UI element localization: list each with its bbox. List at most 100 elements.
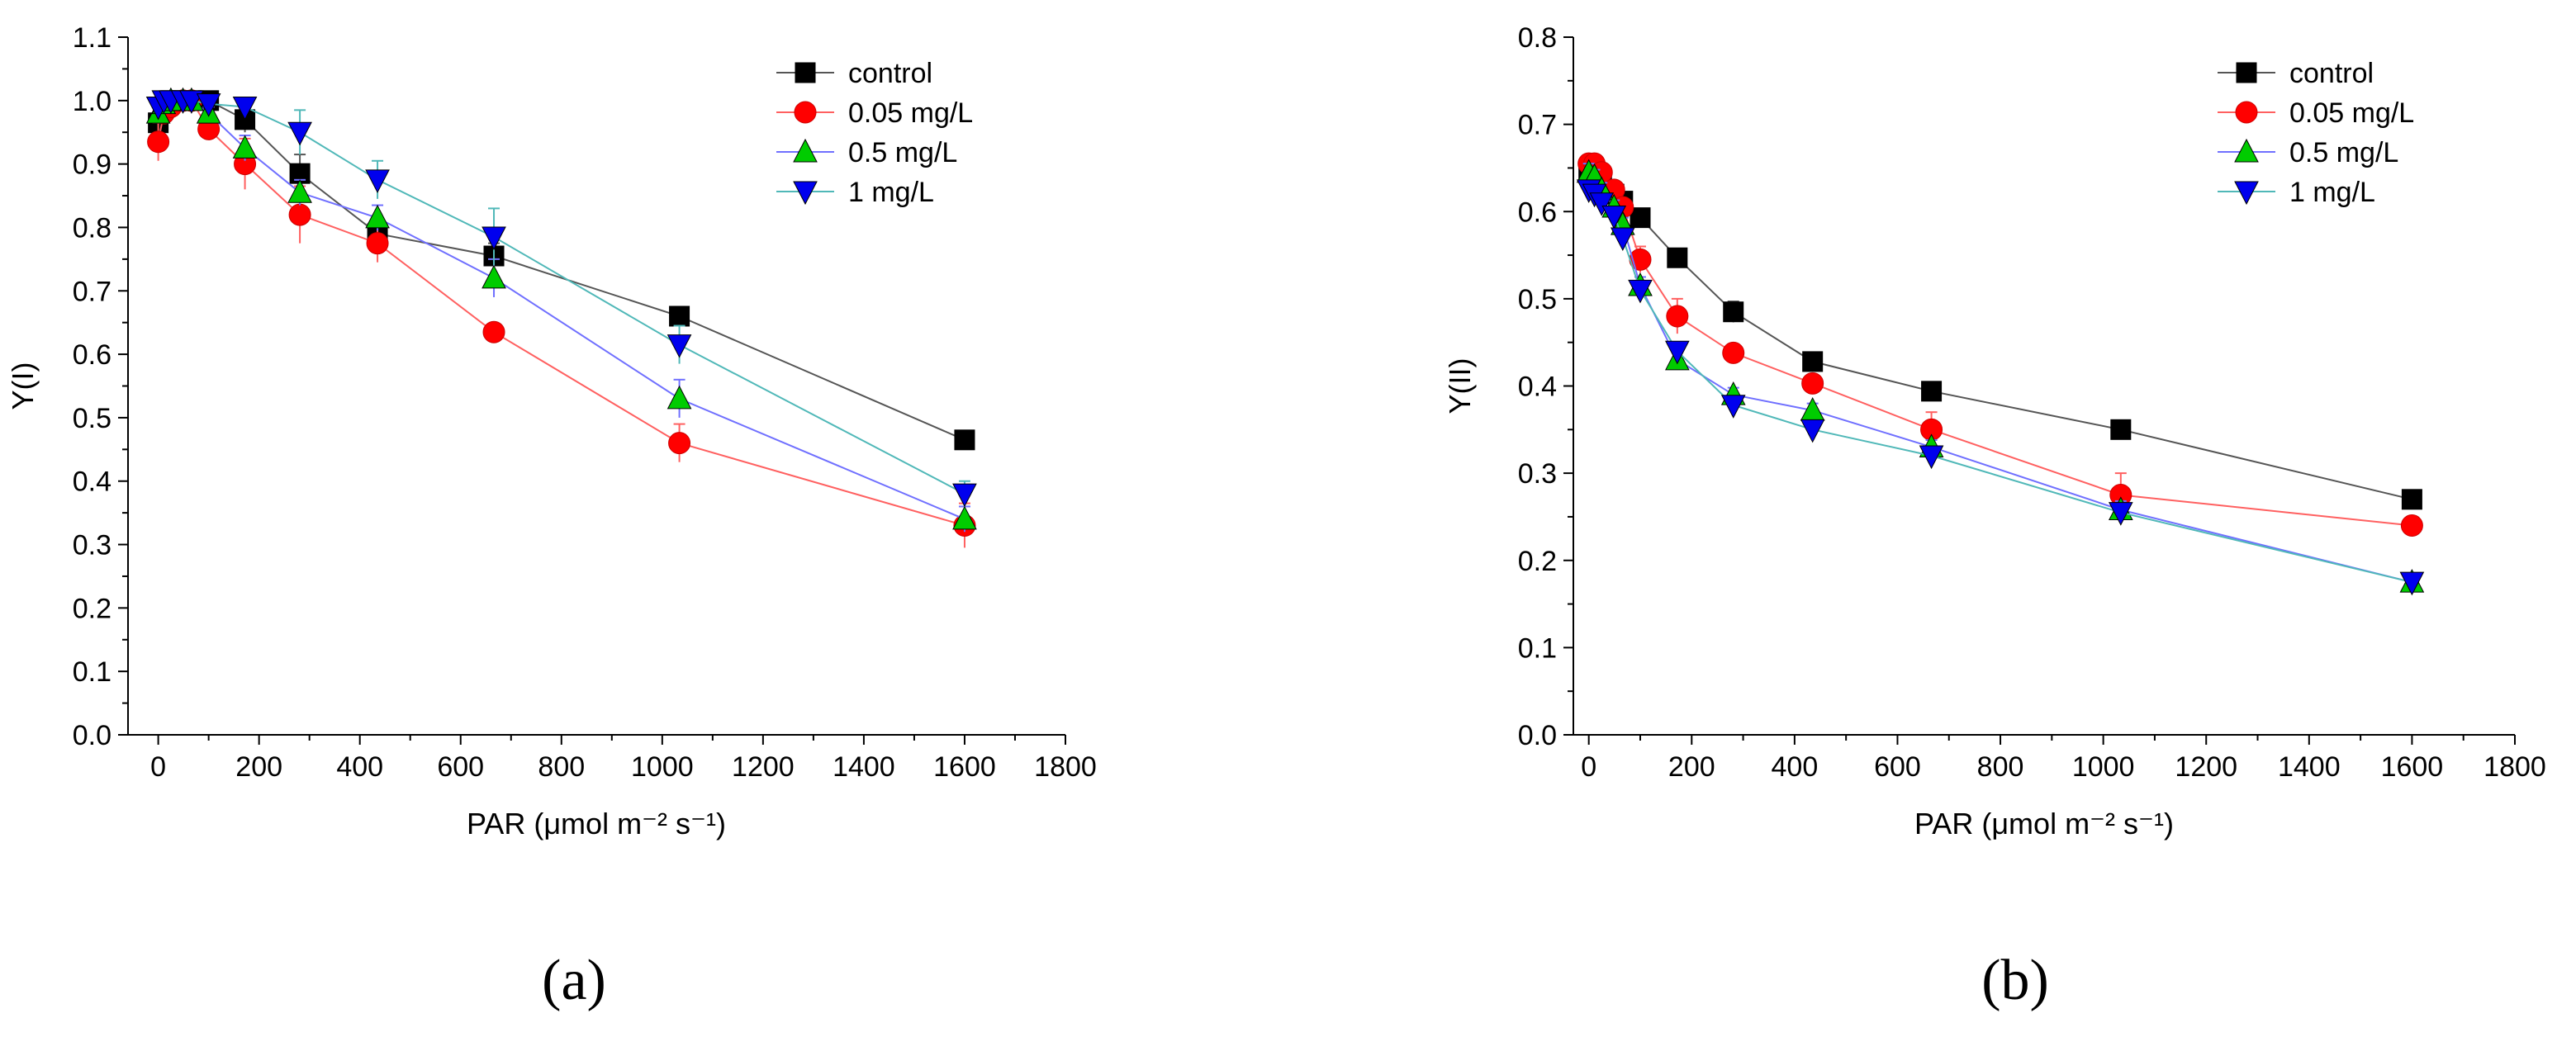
- x-tick-label: 800: [538, 751, 585, 783]
- y-tick-label: 0.2: [73, 593, 111, 624]
- data-point: [365, 169, 390, 193]
- data-point: [1610, 227, 1635, 252]
- x-tick-label: 1000: [631, 751, 694, 783]
- y-tick-label: 0.6: [1518, 197, 1557, 228]
- x-tick-label: 600: [437, 751, 484, 783]
- y-tick-label: 1.1: [73, 22, 111, 54]
- x-tick-label: 1600: [933, 751, 996, 783]
- series-line: [157, 99, 965, 495]
- y-tick-label: 0.9: [73, 149, 111, 181]
- data-point: [668, 432, 691, 455]
- legend-label: 0.5 mg/L: [2289, 137, 2398, 168]
- legend-label: 1 mg/L: [2289, 177, 2375, 208]
- x-tick-label: 600: [1874, 751, 1921, 783]
- legend-marker: [793, 181, 818, 206]
- data-point: [1800, 419, 1825, 443]
- data-point: [669, 305, 690, 327]
- legend-marker: [2234, 138, 2259, 163]
- legend-label: 0.05 mg/L: [848, 97, 973, 129]
- y-tick-label: 0.8: [73, 212, 111, 244]
- y-tick-label: 0.4: [73, 466, 111, 498]
- series-line: [157, 99, 965, 441]
- x-tick-label: 1600: [2381, 751, 2444, 783]
- data-point: [2399, 571, 2425, 596]
- series-line: [1588, 163, 2412, 527]
- x-tick-label: 1400: [2278, 751, 2341, 783]
- y-axis-title: Y(I): [6, 362, 40, 410]
- data-point: [1628, 279, 1653, 304]
- legend: control 0.05 mg/L 0.5 mg/L 1 mg/L: [776, 58, 973, 208]
- data-point: [2401, 489, 2422, 510]
- y-tick-label: 1.0: [73, 86, 111, 117]
- x-axis-title-unit: (μmol m⁻² s⁻¹): [534, 807, 726, 840]
- series-line: [1588, 189, 2412, 584]
- series-3: [1576, 179, 2425, 596]
- data-point: [1601, 206, 1627, 230]
- x-tick-label: 1200: [2175, 751, 2237, 783]
- legend: control 0.05 mg/L 0.5 mg/L 1 mg/L: [2218, 58, 2414, 208]
- y-tick-label: 0.0: [1518, 720, 1557, 751]
- x-axis-title: PAR (μmol m⁻² s⁻¹): [467, 807, 726, 840]
- x-tick-label: 800: [1977, 751, 2024, 783]
- data-point: [147, 130, 170, 154]
- data-point: [667, 334, 692, 358]
- x-tick-label: 200: [1668, 751, 1715, 783]
- chart-panel-a: 0 200 400 600 800 1000 1200 1400 1600 1800 0.0 0.1 0…: [6, 22, 1097, 840]
- legend-label: control: [848, 58, 932, 89]
- data-point: [1722, 341, 1745, 364]
- data-point: [365, 204, 390, 229]
- data-point: [196, 93, 221, 117]
- data-point: [1801, 372, 1824, 395]
- data-point: [1665, 340, 1690, 365]
- data-point: [482, 264, 506, 289]
- data-point: [1666, 305, 1689, 328]
- series-0: [1578, 162, 2422, 510]
- x-tick-label: 1800: [1034, 751, 1097, 783]
- legend-marker: [2234, 181, 2259, 206]
- y-tick-label: 0.1: [73, 656, 111, 688]
- y-tick-label: 0.8: [1518, 22, 1557, 54]
- panel-label-b: (b): [1981, 949, 2049, 1012]
- data-point: [1919, 445, 1944, 470]
- series-line: [1588, 171, 2412, 500]
- legend-label: 1 mg/L: [848, 177, 934, 208]
- x-tick-label: 1200: [732, 751, 795, 783]
- y-tick-label: 0.3: [1518, 458, 1557, 490]
- y-tick-label: 0.5: [1518, 284, 1557, 315]
- y-tick-label: 0.4: [1518, 372, 1557, 403]
- data-point: [366, 232, 389, 255]
- x-tick-label: 1000: [2072, 751, 2135, 783]
- data-point: [1802, 351, 1824, 372]
- data-point: [1921, 381, 1943, 402]
- data-point: [288, 203, 311, 226]
- data-point: [2108, 502, 2133, 526]
- y-tick-label: 0.7: [1518, 110, 1557, 141]
- legend-label: 0.05 mg/L: [2289, 97, 2414, 129]
- x-axis-title-text: PAR: [467, 807, 534, 840]
- data-point: [232, 97, 258, 121]
- data-point: [1667, 247, 1688, 268]
- legend-marker: [2235, 101, 2258, 124]
- data-point: [287, 179, 312, 203]
- y-tick-label: 0.5: [73, 403, 111, 434]
- x-tick-label: 1400: [833, 751, 895, 783]
- data-point: [1723, 301, 1744, 323]
- data-point: [952, 483, 977, 508]
- data-point: [667, 385, 692, 410]
- data-point: [482, 320, 505, 343]
- series-line: [157, 99, 965, 527]
- x-axis-title-unit: (μmol m⁻² s⁻¹): [1981, 807, 2174, 840]
- data-point: [232, 135, 258, 159]
- y-tick-label: 0.1: [1518, 632, 1557, 664]
- legend-marker: [2236, 62, 2257, 83]
- y-axis-title: Y(II): [1443, 358, 1477, 414]
- x-axis-title: PAR (μmol m⁻² s⁻¹): [1914, 807, 2174, 840]
- x-tick-label: 400: [336, 751, 383, 783]
- x-tick-label: 0: [150, 751, 166, 783]
- x-tick-label: 400: [1772, 751, 1819, 783]
- data-point: [952, 505, 977, 530]
- data-point: [2110, 419, 2132, 440]
- series-line: [157, 99, 965, 520]
- data-point: [1630, 207, 1651, 229]
